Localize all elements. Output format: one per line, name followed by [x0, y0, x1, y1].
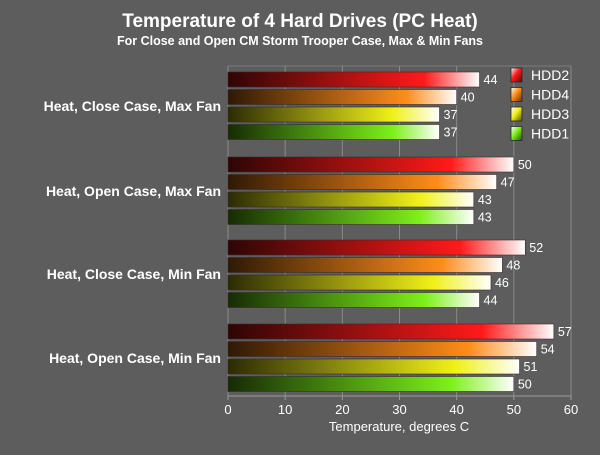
legend-label: HDD3: [531, 106, 569, 122]
bar-hdd3-1: [227, 191, 475, 208]
value-label: 48: [506, 259, 520, 273]
value-label: 40: [461, 91, 475, 105]
x-tick-label: 0: [224, 402, 231, 417]
chart-title: Temperature of 4 Hard Drives (PC Heat): [122, 11, 477, 32]
value-label: 43: [478, 211, 492, 225]
bar-hdd4-1: [227, 174, 497, 190]
category-label: Heat, Open Case, Min Fan: [49, 350, 221, 366]
bar-hdd4-0: [227, 89, 457, 105]
x-tick-label: 30: [392, 402, 406, 417]
value-label: 50: [518, 158, 532, 172]
bar-hdd2-2: [227, 239, 526, 256]
value-label: 43: [478, 193, 492, 207]
legend-label: HDD4: [531, 87, 569, 103]
bar-hdd4-3: [227, 341, 538, 357]
value-label: 47: [501, 176, 515, 190]
x-tick-label: 20: [335, 402, 349, 417]
value-label: 44: [484, 294, 498, 308]
value-label: 52: [529, 241, 543, 255]
x-tick-label: 50: [507, 402, 521, 417]
value-label: 37: [444, 126, 458, 140]
bar-hdd2-3: [227, 323, 555, 340]
legend-swatch: [510, 67, 523, 83]
axes: 0 10 20 30 40 50 60: [224, 395, 578, 417]
bar-hdd2-1: [227, 156, 515, 173]
category-label: Heat, Close Case, Min Fan: [47, 266, 221, 282]
bar-hdd1-0: [227, 124, 440, 140]
legend-swatch: [510, 106, 523, 122]
bar-hdd1-2: [227, 292, 480, 308]
value-label: 51: [524, 360, 538, 374]
bar-hdd1-3: [227, 376, 515, 392]
bar-hdd2-0: [227, 71, 480, 88]
value-label: 50: [518, 378, 532, 392]
category-label: Heat, Open Case, Max Fan: [46, 183, 221, 199]
x-tick-label: 60: [564, 402, 578, 417]
category-label: Heat, Close Case, Max Fan: [44, 98, 221, 114]
x-tick-label: 10: [278, 402, 292, 417]
legend-swatch: [510, 87, 523, 102]
chart-subtitle: For Close and Open CM Storm Trooper Case…: [117, 34, 483, 48]
bar-hdd1-1: [227, 209, 475, 225]
bar-hdd3-2: [227, 274, 492, 291]
value-label: 57: [558, 325, 572, 339]
bar-hdd4-2: [227, 257, 503, 273]
value-label: 37: [444, 108, 458, 122]
value-label: 44: [484, 73, 498, 87]
legend-swatch: [510, 126, 523, 141]
x-tick-label: 40: [449, 402, 463, 417]
legend: HDD2 HDD4 HDD3 HDD1: [510, 67, 569, 142]
bar-hdd3-3: [227, 358, 520, 375]
x-axis-title: Temperature, degrees C: [329, 419, 469, 434]
legend-label: HDD1: [531, 126, 569, 142]
value-label: 46: [495, 276, 509, 290]
value-label: 54: [541, 343, 555, 357]
bar-hdd3-0: [227, 106, 440, 123]
legend-label: HDD2: [531, 67, 569, 83]
